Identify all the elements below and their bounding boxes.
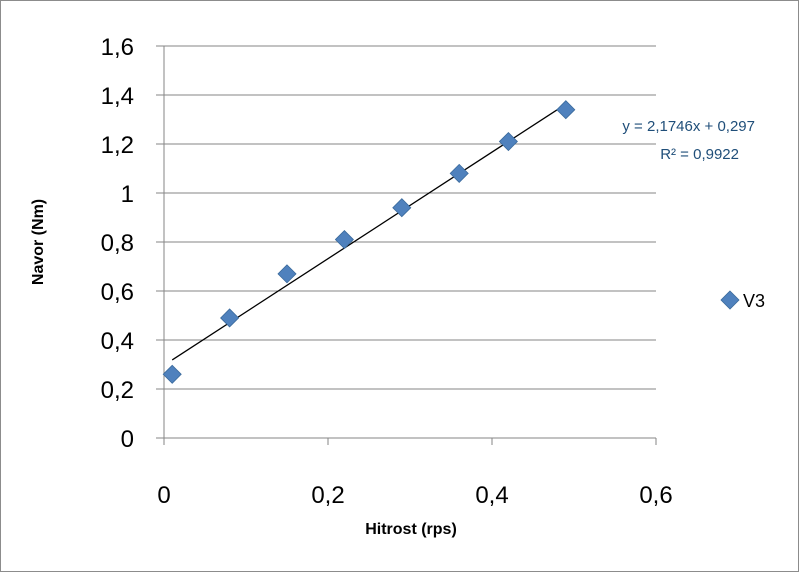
y-tick-label: 0 xyxy=(121,426,134,453)
y-tick-label: 0,6 xyxy=(101,279,134,306)
y-tick-label: 1,6 xyxy=(101,34,134,61)
x-axis-title: Hitrost (rps) xyxy=(365,521,457,538)
gridlines xyxy=(164,45,656,390)
y-tick-label: 1,2 xyxy=(101,132,134,159)
y-axis-title: Navor (Nm) xyxy=(30,199,47,285)
x-tick-label: 0,4 xyxy=(475,482,508,509)
data-point-diamond xyxy=(277,264,297,284)
data-point-diamond xyxy=(556,100,576,120)
y-tick-label: 1,4 xyxy=(101,83,134,110)
data-point-diamond xyxy=(392,198,412,218)
data-point-diamond xyxy=(449,163,469,183)
y-tick-label: 0,2 xyxy=(101,377,134,404)
y-tick-label: 1 xyxy=(121,181,134,208)
data-point-diamond xyxy=(220,308,240,328)
legend-label-v3: V3 xyxy=(743,291,765,311)
x-tick-label: 0,2 xyxy=(311,482,344,509)
y-tick-label: 0,8 xyxy=(101,230,134,257)
x-tick-label: 0,6 xyxy=(639,482,672,509)
data-points xyxy=(162,100,576,384)
legend: V3 xyxy=(720,290,765,311)
trendline-equation: y = 2,1746x + 0,297 xyxy=(622,118,755,135)
data-point-diamond xyxy=(162,364,182,384)
x-tick-labels: 0 0,2 0,4 0,6 xyxy=(157,438,673,509)
data-point-diamond xyxy=(498,131,518,152)
x-tick-label: 0 xyxy=(157,482,170,509)
trendline-r2: R² = 0,9922 xyxy=(660,146,739,163)
y-tick-labels: 0 0,2 0,4 0,6 0,8 1 1,2 1,4 1,6 xyxy=(101,34,164,453)
legend-marker-v3 xyxy=(720,290,740,310)
data-point-diamond xyxy=(334,229,354,250)
y-tick-label: 0,4 xyxy=(101,328,134,355)
